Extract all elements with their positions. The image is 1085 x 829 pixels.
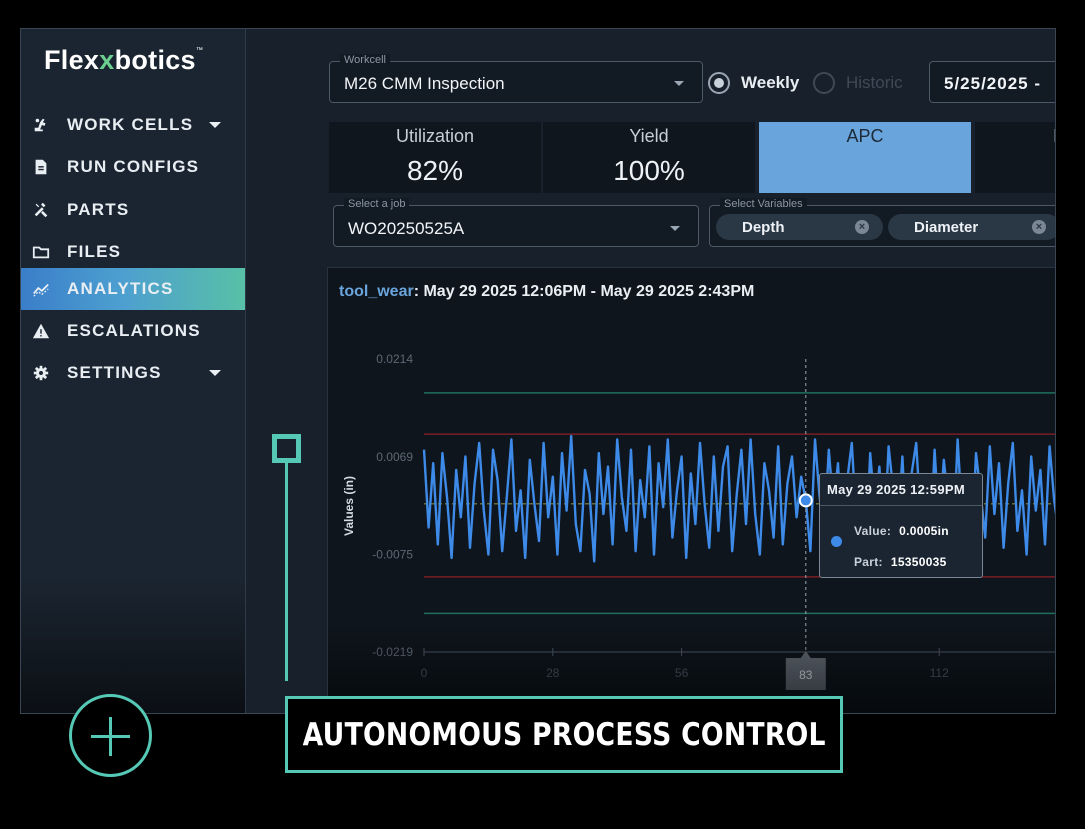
workcell-select[interactable]: Workcell M26 CMM Inspection (329, 54, 703, 103)
sidebar: Flexxbotics™ WORK CELLS RUN CONFIGS PART… (21, 29, 246, 713)
workcell-legend: Workcell (340, 54, 390, 66)
sidebar-item-label: PARTS (67, 200, 130, 219)
hover-point (798, 493, 813, 508)
feature-caption: AUTONOMOUS PROCESS CONTROL (285, 696, 843, 773)
sidebar-item-settings[interactable]: SETTINGS (21, 352, 245, 394)
chip-label: Diameter (914, 218, 979, 236)
yield-label: Yield (629, 126, 669, 146)
tooltip-part: 15350035 (890, 555, 947, 569)
tooltip-header: May 29 2025 12:59PM (820, 474, 982, 506)
chart-title: tool_wear: May 29 2025 12:06PM - May 29 … (339, 283, 754, 301)
y-tick-label: 0.0214 (376, 352, 413, 366)
tab-utilization[interactable]: Utilization 82% (329, 122, 541, 193)
sidebar-item-label: ANALYTICS (67, 279, 174, 298)
timeline-marker (272, 434, 301, 463)
folder-icon (31, 242, 51, 262)
gear-icon (31, 363, 51, 383)
weekly-radio[interactable]: Weekly (708, 72, 799, 94)
x-tick-label: 0 (421, 666, 428, 680)
chart-panel: tool_wear: May 29 2025 12:06PM - May 29 … (327, 267, 1055, 713)
job-select[interactable]: Select a job WO20250525A (333, 198, 699, 247)
y-axis-label: Values (in) (342, 476, 356, 536)
radio-selected-icon (708, 72, 730, 94)
apc-label: APC (846, 126, 884, 146)
tab-apc[interactable]: APC (759, 122, 971, 193)
y-tick-label: -0.0075 (372, 548, 413, 562)
utilization-label: Utilization (395, 126, 475, 146)
analytics-icon (31, 279, 51, 299)
document-icon (31, 157, 51, 177)
hover-x-label: 83 (799, 668, 813, 682)
tab-partial[interactable]: I (975, 122, 1055, 193)
chevron-down-icon (674, 81, 684, 86)
main-content: Workcell M26 CMM Inspection Weekly Histo… (247, 29, 1055, 713)
app-window: Flexxbotics™ WORK CELLS RUN CONFIGS PART… (20, 28, 1056, 714)
sidebar-item-label: FILES (67, 242, 122, 261)
plus-circle-icon[interactable] (69, 694, 152, 777)
tooltip-value: 0.0005in (899, 524, 949, 538)
y-tick-label: 0.0069 (376, 450, 413, 464)
sidebar-item-run-configs[interactable]: RUN CONFIGS (21, 146, 245, 188)
tooltip-value-label: Value: (854, 524, 892, 538)
partial-tab-label: I (975, 126, 1055, 147)
flexxbotics-logo: Flexxbotics™ (44, 45, 204, 75)
weekly-label: Weekly (741, 73, 800, 92)
chart-tooltip: May 29 2025 12:59PM Value: 0.0005in Part:… (819, 473, 983, 578)
tooltip-part-row: Part: 15350035 (854, 555, 947, 569)
tab-yield[interactable]: Yield 100% (543, 122, 755, 193)
sidebar-item-label: SETTINGS (67, 363, 162, 382)
utilization-value: 82% (406, 155, 464, 186)
y-tick-label: -0.0219 (372, 645, 413, 659)
chart-variable: tool_wear (339, 283, 414, 300)
timeline-line (285, 463, 288, 681)
series-dot-icon (831, 536, 842, 547)
x-tick-label: 56 (675, 666, 689, 680)
workcell-value: M26 CMM Inspection (344, 74, 505, 93)
chart-range: : May 29 2025 12:06PM - May 29 2025 2:43… (413, 283, 755, 300)
close-icon[interactable]: × (855, 220, 869, 234)
sidebar-item-parts[interactable]: PARTS (21, 189, 245, 231)
sidebar-item-label: WORK CELLS (67, 115, 194, 134)
sidebar-item-files[interactable]: FILES (21, 231, 245, 273)
chip-label: Depth (742, 218, 785, 236)
sidebar-item-analytics[interactable]: ANALYTICS (21, 268, 245, 310)
job-value: WO20250525A (348, 219, 465, 238)
tooltip-part-label: Part: (854, 555, 883, 569)
sidebar-item-label: RUN CONFIGS (67, 157, 200, 176)
caption-text: AUTONOMOUS PROCESS CONTROL (302, 716, 826, 753)
job-legend: Select a job (344, 198, 410, 210)
close-icon[interactable]: × (1032, 220, 1046, 234)
sidebar-item-work-cells[interactable]: WORK CELLS (21, 104, 245, 146)
tools-icon (31, 200, 51, 220)
chevron-down-icon (670, 226, 680, 231)
variable-chip-depth[interactable]: Depth × (716, 214, 883, 240)
tooltip-value-row: Value: 0.0005in (854, 524, 949, 538)
variables-legend: Select Variables (720, 198, 807, 210)
variable-chip-diameter[interactable]: Diameter × (888, 214, 1055, 240)
chevron-down-icon (209, 122, 221, 128)
date-range-field[interactable]: 5/25/2025 - (929, 61, 1055, 103)
robot-arm-icon (31, 115, 51, 135)
historic-label: Historic (846, 73, 903, 92)
radio-unselected-icon (813, 72, 835, 94)
chevron-down-icon (209, 370, 221, 376)
x-tick-label: 112 (930, 666, 949, 680)
sidebar-item-escalations[interactable]: ESCALATIONS (21, 310, 245, 352)
date-range-value: 5/25/2025 - (944, 74, 1042, 93)
x-tick-label: 28 (546, 666, 560, 680)
warning-icon (31, 321, 51, 341)
sidebar-item-label: ESCALATIONS (67, 321, 201, 340)
yield-value: 100% (613, 155, 685, 186)
historic-radio[interactable]: Historic (813, 72, 903, 94)
